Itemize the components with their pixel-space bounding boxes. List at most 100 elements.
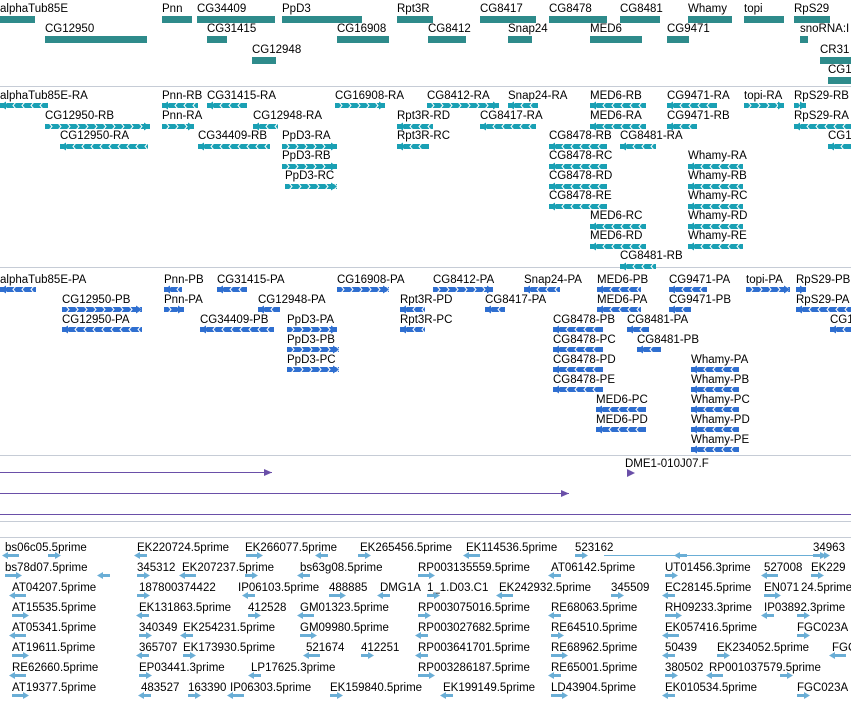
cds-label[interactable]: CG12950-PA	[62, 314, 130, 326]
est-label[interactable]: 365707	[139, 642, 178, 654]
cds-glyph-arrow[interactable]	[691, 405, 697, 414]
mrna-glyph-chevron[interactable]	[57, 122, 62, 131]
cds-glyph-chevron[interactable]	[574, 385, 579, 394]
cds-glyph-chevron[interactable]	[349, 285, 354, 294]
est-arrow[interactable]	[496, 592, 502, 599]
mrna-glyph-chevron[interactable]	[48, 122, 53, 131]
cds-glyph-chevron[interactable]	[92, 305, 97, 314]
est-glyph[interactable]	[139, 674, 149, 677]
mrna-glyph-body[interactable]	[590, 103, 646, 108]
cds-glyph-arrow[interactable]	[200, 325, 206, 334]
est-arrow[interactable]	[368, 652, 374, 659]
mrna-glyph-body[interactable]	[688, 224, 743, 229]
est-glyph[interactable]	[551, 694, 565, 697]
est-arrow[interactable]	[548, 672, 554, 679]
mrna-glyph-arrow[interactable]	[508, 101, 514, 110]
cds-glyph-chevron[interactable]	[583, 385, 588, 394]
gene-label[interactable]: Snap24	[508, 23, 548, 35]
cds-glyph-chevron[interactable]	[137, 325, 142, 334]
est-glyph[interactable]	[12, 654, 26, 657]
gene-bar[interactable]	[207, 36, 227, 43]
est-glyph[interactable]	[665, 654, 675, 657]
est-arrow[interactable]	[146, 672, 152, 679]
mrna-glyph-arrow[interactable]	[688, 182, 694, 191]
mrna-glyph-chevron[interactable]	[365, 101, 370, 110]
cds-glyph-chevron[interactable]	[618, 305, 623, 314]
cds-label[interactable]: CG12948-PA	[258, 294, 326, 306]
gene-bar[interactable]	[820, 57, 851, 64]
mrna-glyph-chevron[interactable]	[312, 142, 317, 151]
est-arrow[interactable]	[415, 632, 421, 639]
cds-glyph-chevron[interactable]	[238, 285, 243, 294]
mrna-glyph-chevron[interactable]	[700, 202, 705, 211]
mrna-label[interactable]: MED6-RC	[590, 210, 643, 222]
est-arrow[interactable]	[761, 612, 767, 619]
est-label[interactable]: 380502	[665, 662, 704, 674]
mrna-glyph-arrow[interactable]	[667, 101, 673, 110]
cds-label[interactable]: MED6-PD	[596, 414, 648, 426]
gene-bar[interactable]	[428, 36, 466, 43]
cds-glyph-chevron[interactable]	[12, 285, 17, 294]
mrna-label[interactable]: CG8478-RC	[549, 150, 613, 162]
gene-label[interactable]: CR31	[820, 44, 850, 56]
mrna-glyph-body[interactable]	[285, 184, 337, 189]
cds-glyph-chevron[interactable]	[712, 445, 717, 454]
mrna-glyph-chevron[interactable]	[126, 142, 131, 151]
cds-glyph-chevron[interactable]	[101, 305, 106, 314]
est-glyph[interactable]	[248, 614, 258, 617]
mrna-glyph-arrow[interactable]	[60, 142, 66, 151]
mrna-glyph-chevron[interactable]	[285, 162, 290, 171]
mrna-glyph-body[interactable]	[282, 144, 337, 149]
est-label[interactable]: bs78d07.5prime	[5, 562, 88, 574]
cds-glyph-chevron[interactable]	[308, 345, 313, 354]
mrna-glyph-chevron[interactable]	[611, 222, 616, 231]
mrna-glyph-body[interactable]	[688, 244, 743, 249]
cds-label[interactable]: Whamy-PA	[691, 354, 749, 366]
mrna-glyph-chevron[interactable]	[120, 122, 125, 131]
gene-bar[interactable]	[590, 36, 642, 43]
cds-glyph-body[interactable]	[553, 387, 603, 392]
cds-glyph-chevron[interactable]	[703, 365, 708, 374]
est-arrow[interactable]	[257, 552, 263, 559]
mrna-glyph-chevron[interactable]	[718, 242, 723, 251]
cds-glyph-chevron[interactable]	[299, 325, 304, 334]
mrna-label[interactable]: CG8412-RA	[427, 90, 490, 102]
mrna-glyph-body[interactable]	[508, 103, 538, 108]
cds-glyph-chevron[interactable]	[835, 305, 840, 314]
est-arrow[interactable]	[820, 552, 827, 559]
est-label[interactable]: AT06142.5prime	[551, 562, 636, 574]
est-arrow[interactable]	[136, 612, 142, 619]
cds-glyph-arrow[interactable]	[217, 285, 223, 294]
est-label[interactable]: RP003286187.5prime	[418, 662, 530, 674]
est-label[interactable]: EK173930.5prime	[183, 642, 276, 654]
mrna-glyph-chevron[interactable]	[833, 122, 838, 131]
cds-glyph-arrow[interactable]	[383, 285, 389, 294]
cds-glyph-chevron[interactable]	[730, 445, 735, 454]
est-arrow[interactable]	[9, 632, 15, 639]
mrna-label[interactable]: CG9471-RB	[667, 110, 730, 122]
mrna-glyph-chevron[interactable]	[602, 122, 607, 131]
cds-label[interactable]: CG12950-PB	[62, 294, 131, 306]
gene-bar[interactable]	[620, 16, 660, 23]
gene-bar[interactable]	[549, 16, 607, 23]
mrna-glyph-arrow[interactable]	[590, 222, 596, 231]
cds-glyph-chevron[interactable]	[463, 285, 468, 294]
gene-bar[interactable]	[252, 57, 276, 64]
cds-glyph-chevron[interactable]	[308, 325, 313, 334]
mrna-glyph-arrow[interactable]	[549, 142, 555, 151]
gene-bar[interactable]	[828, 77, 851, 84]
cds-glyph-chevron[interactable]	[128, 325, 133, 334]
cds-label[interactable]: Whamy-PC	[691, 394, 750, 406]
mrna-glyph-arrow[interactable]	[590, 242, 596, 251]
est-label[interactable]: 340349	[139, 622, 178, 634]
mrna-glyph-arrow[interactable]	[331, 182, 337, 191]
gene-bar[interactable]	[197, 16, 275, 23]
cds-glyph-chevron[interactable]	[119, 305, 124, 314]
est-glyph[interactable]	[139, 614, 149, 617]
cds-label[interactable]: Rpt3R-PC	[400, 314, 453, 326]
est-glyph[interactable]	[5, 574, 19, 577]
mrna-glyph-chevron[interactable]	[561, 202, 566, 211]
est-arrow[interactable]	[775, 592, 781, 599]
cds-glyph-chevron[interactable]	[110, 325, 115, 334]
cds-glyph-arrow[interactable]	[691, 445, 697, 454]
